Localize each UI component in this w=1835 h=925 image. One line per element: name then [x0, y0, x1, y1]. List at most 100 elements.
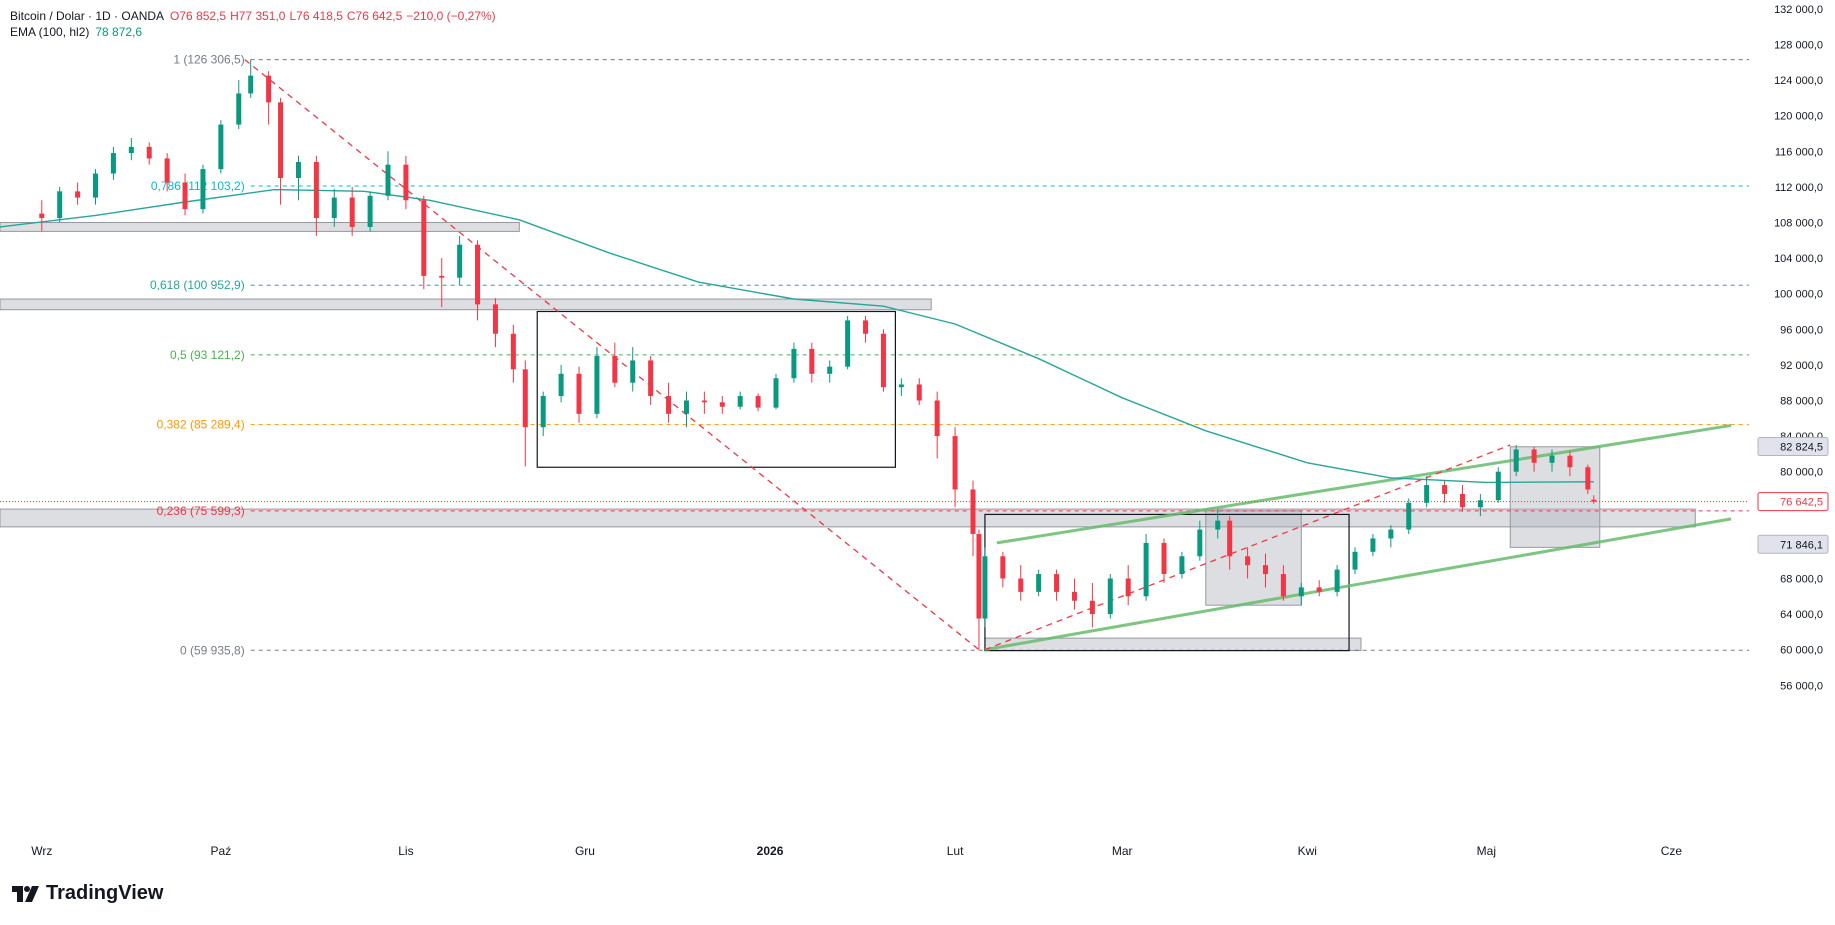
channel-line: [984, 517, 1732, 652]
ema-label[interactable]: EMA (100, hl2): [10, 25, 90, 39]
open-value: O76 852,5: [170, 9, 227, 23]
candle-body: [1262, 565, 1268, 575]
candle-body: [1071, 591, 1077, 601]
candle-body: [93, 173, 99, 198]
candle-body: [1316, 587, 1322, 592]
candle-body: [952, 436, 958, 490]
fib-label: 0,5 (93 121,2): [170, 348, 245, 362]
candle-body: [1036, 574, 1042, 592]
zone-rect: [1509, 446, 1601, 548]
tradingview-logo[interactable]: TradingView: [12, 882, 163, 905]
price-label-text: 82 824,5: [1780, 442, 1823, 454]
ema-layer: [0, 188, 1594, 484]
candle-body: [182, 182, 188, 210]
close-value: C76 642,5: [346, 9, 403, 23]
candle-body: [266, 75, 272, 103]
candle-body: [809, 348, 815, 374]
fibonacci-levels: 1 (126 306,5) 0,786 (112 103,2) 0,618 (100…: [150, 53, 1749, 657]
price-label-text: 76 642,5: [1780, 497, 1823, 509]
ema-line: [0, 188, 1594, 484]
candle-body: [791, 348, 797, 379]
ema-value: 78 872,6: [95, 25, 143, 39]
fib-label: 0 (59 935,8): [180, 643, 245, 657]
price-tick-label: 88 000,0: [1780, 396, 1823, 408]
candle-body: [1143, 542, 1149, 597]
brand-name: TradingView: [46, 882, 164, 904]
candle-body: [349, 197, 355, 227]
price-label-box: [1757, 437, 1829, 457]
zone-rect: [0, 298, 932, 311]
time-tick-label: Lis: [398, 844, 413, 858]
zone-rect: [0, 508, 1696, 528]
fib-label: 0,236 (75 599,3): [157, 504, 245, 518]
price-tick-label: 132 000,0: [1774, 4, 1823, 16]
candle-body: [1245, 556, 1251, 566]
candle-body: [1107, 578, 1113, 615]
price-tick-label: 112 000,0: [1775, 182, 1823, 194]
candle-body: [1591, 499, 1597, 502]
candle-body: [773, 378, 779, 408]
candle-body: [755, 396, 761, 408]
candle-body: [236, 93, 242, 125]
price-tick-label: 116 000,0: [1775, 146, 1823, 158]
candle-body: [970, 489, 976, 534]
candle-body: [439, 275, 445, 278]
time-tick-label: Kwi: [1298, 844, 1317, 858]
price-label-box: [1757, 492, 1829, 512]
candle-body: [313, 161, 319, 219]
candle-body: [421, 200, 427, 276]
tradingview-icon: [12, 885, 39, 902]
time-tick-label: 2026: [757, 844, 784, 858]
time-tick-label: Lut: [947, 844, 964, 858]
candle-body: [976, 534, 982, 619]
candle-body: [630, 360, 636, 383]
dashed-trendline: [244, 59, 980, 651]
candle-body: [75, 191, 81, 198]
candle-body: [146, 146, 152, 159]
candle-body: [1054, 574, 1060, 592]
price-tick-label: 60 000,0: [1780, 645, 1823, 657]
candle-body: [648, 360, 654, 397]
time-tick-label: Cze: [1661, 844, 1683, 858]
low-value: L76 418,5: [289, 9, 343, 23]
candle-body: [719, 402, 725, 407]
price-tick-label: 128 000,0: [1774, 40, 1823, 52]
symbol-title[interactable]: Bitcoin / Dolar · 1D · OANDA: [10, 9, 165, 23]
zones-layer: [0, 222, 1696, 652]
time-tick-label: Mar: [1112, 844, 1133, 858]
candle-body: [128, 146, 134, 154]
price-tick-label: 68 000,0: [1780, 574, 1823, 586]
fib-label: 0,382 (85 289,4): [157, 418, 245, 432]
candle-body: [827, 366, 833, 374]
candle-body: [164, 158, 170, 183]
candle-body: [57, 191, 63, 219]
candle-body: [845, 320, 851, 367]
fib-label: 0,786 (112 103,2): [151, 179, 245, 193]
price-tick-label: 120 000,0: [1774, 111, 1823, 123]
candle-body: [367, 195, 373, 227]
candle-body: [475, 244, 481, 305]
zone-rect: [0, 222, 520, 232]
candle-body: [295, 161, 301, 178]
candle-body: [1000, 556, 1006, 579]
candle-body: [1334, 569, 1340, 592]
price-axis[interactable]: 132 000,0 128 000,0 124 000,0 120 000,0 116 …: [1757, 4, 1829, 692]
candle-body: [1459, 493, 1465, 508]
trendlines-layer: [0, 59, 1749, 652]
candle-body: [666, 396, 672, 414]
candle-body: [1477, 500, 1483, 508]
candle-body: [612, 356, 618, 383]
candle-body: [110, 153, 116, 174]
time-axis[interactable]: Wrz Paź Lis Gru 2026 Lut Mar Kwi Maj Cze: [31, 844, 1682, 858]
candle-body: [1388, 529, 1394, 539]
candle-body: [1531, 449, 1537, 463]
candle-body: [1125, 578, 1131, 597]
candle-body: [558, 373, 564, 397]
candle-body: [1280, 574, 1286, 597]
candle-body: [510, 333, 516, 370]
candle-body: [1567, 455, 1573, 468]
candle-body: [576, 373, 582, 414]
candle-body: [492, 304, 498, 334]
price-tick-label: 124 000,0: [1774, 75, 1823, 87]
